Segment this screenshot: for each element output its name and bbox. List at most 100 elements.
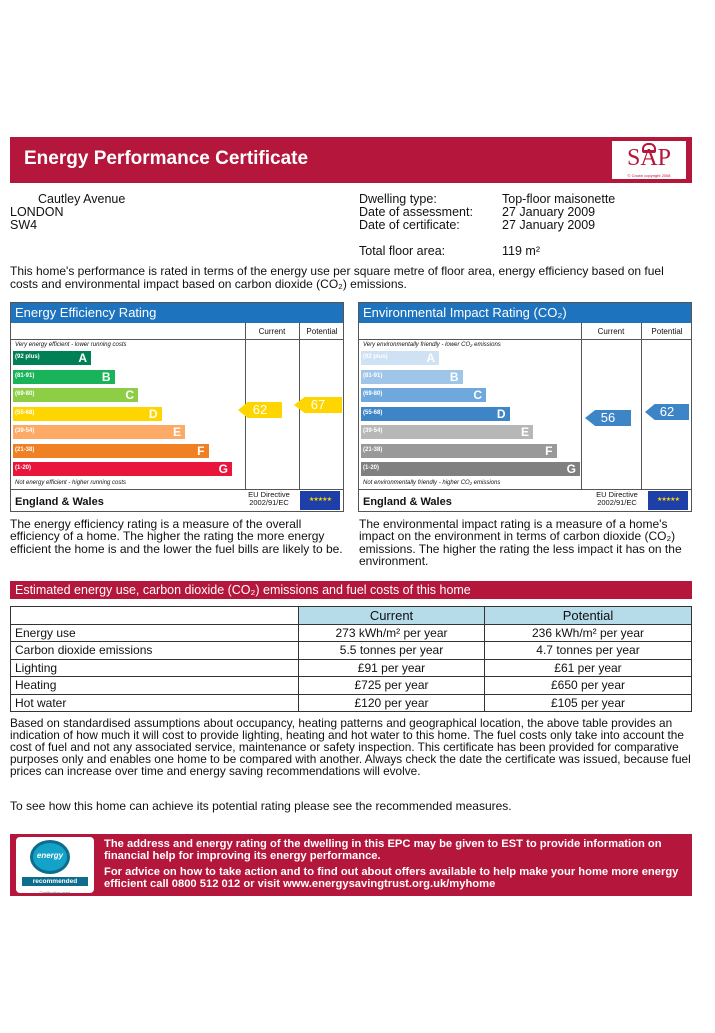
- address-line-3: SW4: [10, 218, 38, 232]
- certificate-header: Energy Performance Certificate SAP © Cro…: [10, 137, 692, 183]
- band-letter: A: [78, 351, 87, 365]
- table-cell-current: £120 per year: [298, 693, 485, 712]
- band-letter: C: [473, 388, 482, 402]
- band-range: (55-68): [363, 409, 383, 416]
- potential-column-header: Potential: [651, 327, 683, 336]
- band-range: (69-80): [363, 391, 383, 397]
- assessment-date-value: 27 January 2009: [502, 205, 596, 219]
- bottom-note: Not energy efficient - higher running co…: [15, 480, 127, 486]
- rating-band-g: (1-20) G: [361, 462, 580, 476]
- band-letter: F: [545, 443, 553, 458]
- top-note: Very environmentally friendly - lower CO…: [363, 342, 501, 348]
- table-cell-potential: £61 per year: [484, 658, 692, 677]
- rating-band-d: (55-68) D: [361, 406, 510, 421]
- estimates-title: Estimated energy use, carbon dioxide (CO…: [10, 581, 692, 599]
- table-row: Heating £725 per year £650 per year: [10, 676, 692, 695]
- assumptions-paragraph: Based on standardised assumptions about …: [10, 716, 691, 778]
- table-row: Lighting £91 per year £61 per year: [10, 658, 692, 677]
- table-cell-current: £91 per year: [298, 658, 485, 677]
- table-header-row: Current Potential: [10, 606, 692, 625]
- band-range: (39-54): [15, 428, 35, 434]
- table-cell-current: 273 kWh/m² per year: [298, 623, 485, 642]
- environmental-impact-panel: Environmental Impact Rating (CO₂) Curren…: [358, 302, 692, 512]
- potential-column-header: Potential: [306, 327, 338, 336]
- rating-band-b: (81-91) B: [361, 369, 463, 384]
- band-range: (81-91): [15, 372, 35, 379]
- band-letter: B: [101, 369, 111, 384]
- rating-band-e: (39-54) E: [361, 425, 533, 439]
- current-column-header: Current: [258, 327, 286, 336]
- floor-area-value: 119 m²: [502, 244, 540, 258]
- table-row: Energy use 273 kWh/m² per year 236 kWh/m² …: [10, 623, 692, 642]
- sap-logo: SAP © Crown copyright 2008: [612, 141, 686, 179]
- band-range: (81-91): [363, 372, 383, 379]
- band-letter: B: [449, 369, 459, 384]
- band-range: (92 plus): [15, 354, 40, 360]
- potential-rating-arrow: 62: [645, 404, 689, 420]
- table-row: Carbon dioxide emissions 5.5 tonnes per y…: [10, 641, 692, 660]
- top-note: Very energy efficient - lower running co…: [15, 342, 127, 348]
- table-cell-potential: £105 per year: [484, 693, 692, 712]
- rating-band-a: (92 plus) A: [361, 351, 439, 365]
- rating-band-d: (55-68) D: [13, 406, 162, 421]
- band-range: (55-68): [15, 409, 35, 416]
- current-column-header: Current: [597, 327, 625, 336]
- band-range: (1-20): [363, 465, 380, 471]
- est-advice-text: For advice on how to take action and to …: [104, 866, 679, 890]
- rating-band-b: (81-91) B: [13, 369, 115, 384]
- panel-title: Energy Efficiency Rating: [11, 303, 343, 323]
- environmental-description: The environmental impact rating is a mea…: [359, 517, 682, 568]
- table-cell-current: 5.5 tonnes per year: [298, 641, 485, 660]
- band-letter: G: [566, 462, 576, 476]
- rating-band-e: (39-54) E: [13, 425, 185, 439]
- page-title: Energy Performance Certificate: [24, 148, 309, 169]
- band-letter: D: [148, 406, 158, 421]
- band-letter: E: [172, 425, 181, 439]
- recommended-measures-note: To see how this home can achieve its pot…: [10, 799, 512, 813]
- region-label: England & Wales: [363, 496, 452, 508]
- potential-column-header: Potential: [484, 606, 692, 625]
- certificate-date-value: 27 January 2009: [502, 218, 596, 232]
- current-rating-arrow: 56: [585, 410, 631, 426]
- sap-logo-copyright: © Crown copyright 2008: [627, 173, 671, 178]
- bottom-note: Not environmentally friendly - higher CO…: [363, 480, 501, 486]
- current-rating-arrow: 62: [238, 402, 282, 418]
- table-cell-label: Lighting: [10, 658, 299, 677]
- eu-flag-icon: ★★★★★: [300, 491, 340, 510]
- table-cell-potential: £650 per year: [484, 676, 692, 695]
- table-cell-label: Hot water: [10, 693, 299, 712]
- dwelling-type-value: Top-floor maisonette: [502, 192, 616, 206]
- band-range: (1-20): [15, 465, 32, 471]
- rating-band-f: (21-38) F: [13, 443, 209, 458]
- floor-area-label: Total floor area:: [359, 244, 446, 258]
- band-range: (21-38): [363, 446, 383, 453]
- crown-icon: [642, 143, 656, 153]
- panel-title: Environmental Impact Rating (CO₂): [359, 303, 691, 323]
- sap-logo-text: SAP: [626, 145, 672, 171]
- table-cell-label: Carbon dioxide emissions: [10, 641, 299, 660]
- band-range: (92 plus): [363, 354, 388, 360]
- footer-divider: [11, 489, 343, 490]
- column-divider: [581, 323, 582, 490]
- footer-divider: [359, 489, 691, 490]
- address-line-2: LONDON: [10, 205, 64, 219]
- energy-saving-icon: energy saving: [30, 840, 70, 886]
- energy-saving-recommended-logo: energy saving recommended Certification …: [16, 837, 94, 895]
- rating-band-c: (69-80) C: [13, 388, 138, 402]
- energy-efficiency-panel: Energy Efficiency Rating Current Potenti…: [10, 302, 344, 512]
- energy-saving-trust-banner: energy saving recommended Certification …: [10, 834, 692, 896]
- eu-directive: EU Directive 2002/91/EC: [596, 490, 638, 507]
- header-divider: [359, 339, 691, 340]
- table-cell-potential: 4.7 tonnes per year: [484, 641, 692, 660]
- potential-rating-arrow: 67: [294, 397, 342, 413]
- band-range: (21-38): [15, 446, 35, 453]
- rating-band-a: (92 plus) A: [13, 351, 91, 365]
- band-letter: E: [520, 425, 529, 439]
- band-letter: F: [197, 443, 205, 458]
- estimates-table: Current Potential Energy use 273 kWh/m² p…: [10, 606, 692, 712]
- band-range: (69-80): [15, 391, 35, 397]
- eu-flag-icon: ★★★★★: [648, 491, 688, 510]
- eu-directive: EU Directive 2002/91/EC: [248, 490, 290, 507]
- rating-band-c: (69-80) C: [361, 388, 486, 402]
- recommended-label: recommended: [22, 877, 88, 886]
